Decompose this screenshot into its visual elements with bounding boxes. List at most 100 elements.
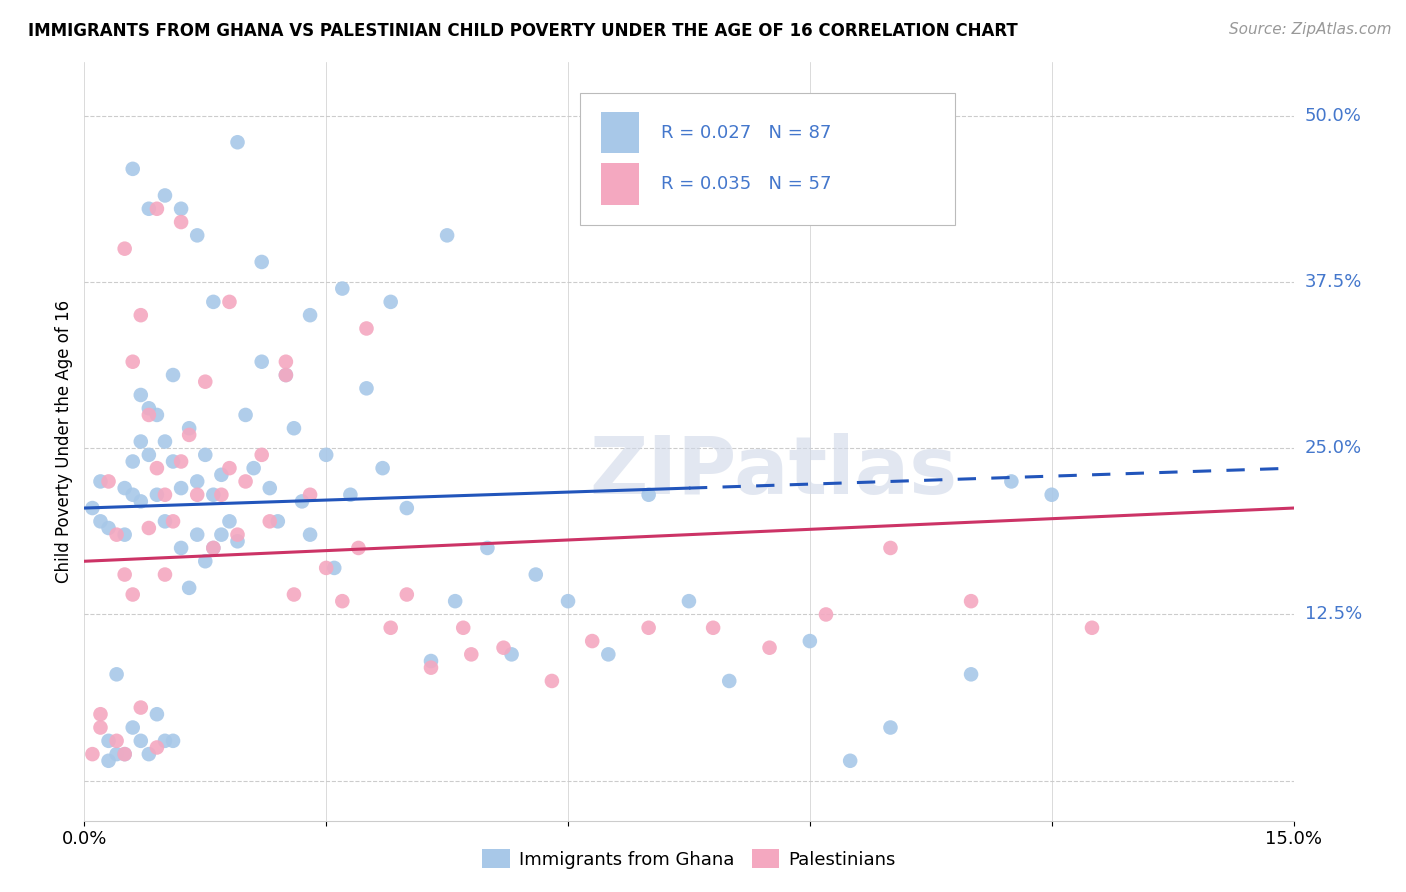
- Point: [114, 747, 136, 761]
- Point: [420, 654, 443, 668]
- Point: [146, 408, 169, 422]
- Legend: Immigrants from Ghana, Palestinians: Immigrants from Ghana, Palestinians: [475, 842, 903, 876]
- Point: [250, 355, 273, 369]
- Point: [129, 734, 152, 748]
- Point: [146, 488, 169, 502]
- Point: [97, 754, 120, 768]
- Point: [420, 661, 443, 675]
- Point: [323, 561, 346, 575]
- Point: [209, 467, 232, 482]
- Point: [170, 454, 193, 468]
- Point: [170, 481, 193, 495]
- Point: [637, 621, 659, 635]
- Text: R = 0.035   N = 57: R = 0.035 N = 57: [661, 175, 831, 194]
- Point: [678, 594, 700, 608]
- Point: [179, 428, 201, 442]
- Point: [121, 355, 143, 369]
- Point: [283, 421, 305, 435]
- Point: [153, 188, 176, 202]
- Point: [226, 527, 249, 541]
- Point: [702, 621, 724, 635]
- Point: [89, 514, 111, 528]
- Point: [153, 488, 176, 502]
- Point: [153, 514, 176, 528]
- Point: [121, 488, 143, 502]
- Point: [581, 634, 603, 648]
- Point: [436, 228, 458, 243]
- Point: [380, 294, 402, 309]
- Point: [114, 747, 136, 761]
- Point: [89, 707, 111, 722]
- Point: [274, 368, 297, 382]
- Point: [114, 567, 136, 582]
- Point: [89, 721, 111, 735]
- Point: [129, 388, 152, 402]
- Point: [814, 607, 837, 622]
- Point: [235, 408, 257, 422]
- Point: [162, 734, 184, 748]
- Point: [170, 215, 193, 229]
- Point: [299, 527, 322, 541]
- Point: [541, 673, 564, 688]
- Point: [371, 461, 394, 475]
- Point: [194, 554, 217, 568]
- Text: Source: ZipAtlas.com: Source: ZipAtlas.com: [1229, 22, 1392, 37]
- Point: [114, 481, 136, 495]
- Point: [138, 401, 160, 416]
- Point: [315, 448, 337, 462]
- FancyBboxPatch shape: [600, 112, 640, 153]
- Point: [97, 521, 120, 535]
- Point: [218, 294, 240, 309]
- Point: [242, 461, 264, 475]
- Point: [153, 434, 176, 449]
- Text: R = 0.027   N = 87: R = 0.027 N = 87: [661, 124, 831, 142]
- Point: [82, 501, 104, 516]
- Point: [330, 282, 353, 296]
- Point: [557, 594, 579, 608]
- Point: [356, 381, 378, 395]
- Point: [226, 135, 249, 149]
- Point: [186, 488, 208, 502]
- Text: 12.5%: 12.5%: [1305, 606, 1362, 624]
- Point: [89, 475, 111, 489]
- Point: [202, 541, 225, 555]
- FancyBboxPatch shape: [600, 163, 640, 205]
- Point: [395, 501, 418, 516]
- Point: [444, 594, 467, 608]
- Point: [960, 594, 983, 608]
- Point: [121, 161, 143, 176]
- Point: [259, 514, 281, 528]
- Point: [114, 242, 136, 256]
- Point: [153, 567, 176, 582]
- Point: [138, 448, 160, 462]
- Point: [218, 514, 240, 528]
- Point: [153, 734, 176, 748]
- Text: 37.5%: 37.5%: [1305, 273, 1362, 291]
- Point: [146, 461, 169, 475]
- Point: [347, 541, 370, 555]
- Point: [202, 488, 225, 502]
- Point: [330, 594, 353, 608]
- Point: [524, 567, 547, 582]
- Point: [194, 375, 217, 389]
- Point: [274, 368, 297, 382]
- Text: 50.0%: 50.0%: [1305, 107, 1361, 125]
- Point: [179, 581, 201, 595]
- Point: [1040, 488, 1063, 502]
- Point: [129, 700, 152, 714]
- Point: [235, 475, 257, 489]
- Point: [129, 494, 152, 508]
- Point: [170, 202, 193, 216]
- Point: [179, 421, 201, 435]
- Point: [202, 541, 225, 555]
- Point: [226, 534, 249, 549]
- Point: [82, 747, 104, 761]
- Point: [138, 202, 160, 216]
- Point: [380, 621, 402, 635]
- Point: [105, 734, 128, 748]
- Point: [146, 707, 169, 722]
- Point: [186, 228, 208, 243]
- Point: [114, 527, 136, 541]
- Point: [501, 648, 523, 662]
- Point: [146, 202, 169, 216]
